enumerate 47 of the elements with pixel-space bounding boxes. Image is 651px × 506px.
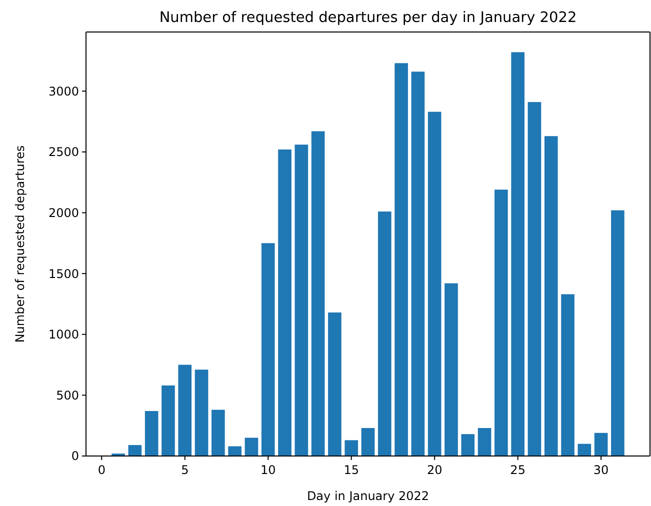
x-axis-title: Day in January 2022 <box>306 489 430 503</box>
bar <box>311 131 325 456</box>
bar <box>228 446 242 456</box>
bar <box>428 112 442 456</box>
bar <box>128 445 142 456</box>
bar <box>294 144 308 456</box>
bar <box>528 102 542 456</box>
y-tick-label: 2000 <box>48 206 79 220</box>
x-tick-label: 0 <box>98 463 106 477</box>
bar <box>144 410 158 456</box>
x-tick-label: 30 <box>593 463 609 477</box>
x-tick-label: 15 <box>344 463 359 477</box>
x-tick-label: 20 <box>426 463 442 477</box>
y-tick-label: 3000 <box>48 84 79 98</box>
bar <box>194 370 208 456</box>
bar <box>494 190 508 456</box>
bar <box>594 432 608 456</box>
bar <box>378 212 392 456</box>
chart-title: Number of requested departures per day in January 2022 <box>159 10 577 26</box>
x-tick-label: 25 <box>510 463 526 477</box>
bar <box>461 434 475 456</box>
bar <box>394 63 408 456</box>
bar <box>178 364 192 456</box>
y-tick-label: 0 <box>71 449 79 464</box>
bar <box>411 72 425 456</box>
bar <box>444 283 458 456</box>
bar <box>561 294 574 456</box>
y-tick-label: 500 <box>56 388 79 402</box>
bar <box>578 444 592 456</box>
bar <box>212 410 225 456</box>
bar <box>261 243 275 456</box>
bar <box>244 438 258 456</box>
bar <box>511 52 524 456</box>
bar <box>361 428 375 456</box>
bar <box>328 312 342 456</box>
y-tick-label: 1500 <box>48 266 79 281</box>
bar <box>544 136 558 456</box>
bar <box>278 149 292 456</box>
bar <box>478 428 492 456</box>
bar <box>344 440 358 456</box>
y-axis-title: Number of requested departures <box>13 145 27 343</box>
x-tick-label: 10 <box>260 463 276 477</box>
bar <box>611 210 624 456</box>
y-tick-label: 1000 <box>48 328 79 342</box>
bar <box>162 385 175 456</box>
x-tick-label: 5 <box>181 463 189 477</box>
y-tick-label: 2500 <box>48 145 79 160</box>
